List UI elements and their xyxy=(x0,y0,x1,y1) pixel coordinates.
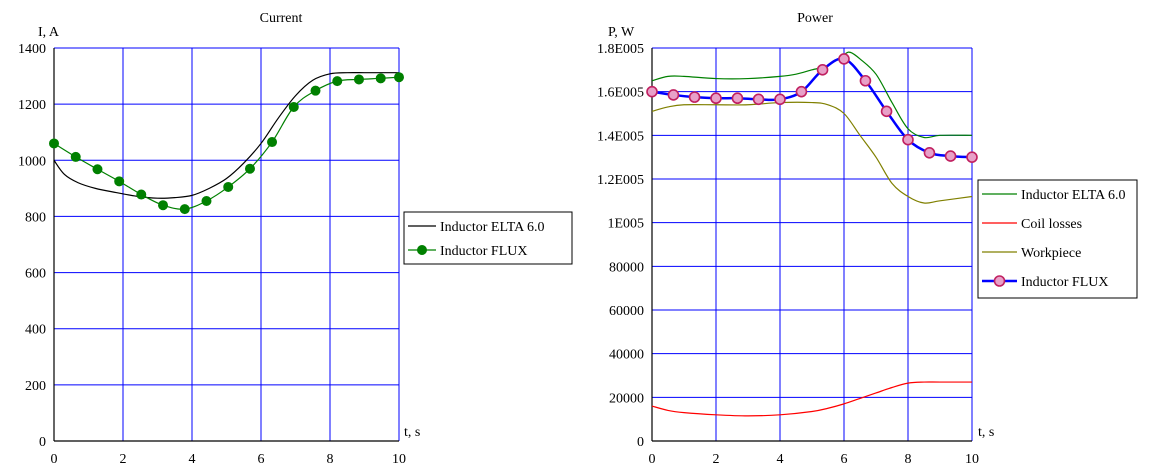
series-line xyxy=(651,381,972,417)
y-tick-label: 200 xyxy=(25,379,46,394)
x-axis-label: t, s xyxy=(978,425,994,440)
data-point xyxy=(838,53,850,65)
legend-label: Coil losses xyxy=(1021,217,1082,232)
x-tick-label: 0 xyxy=(649,452,656,467)
x-tick-label: 0 xyxy=(51,452,58,467)
data-point xyxy=(774,93,786,106)
chart-title: Power xyxy=(797,11,833,26)
series-inductor-elta-6-0 xyxy=(53,72,399,199)
legend-label: Workpiece xyxy=(1021,246,1081,261)
data-point xyxy=(795,85,808,98)
data-point xyxy=(267,137,278,148)
x-tick-label: 10 xyxy=(965,452,979,467)
x-tick-label: 2 xyxy=(120,452,127,467)
x-tick-label: 10 xyxy=(392,452,406,467)
x-tick-label: 8 xyxy=(905,452,912,467)
x-axis-label: t, s xyxy=(404,425,420,440)
data-point xyxy=(375,73,386,84)
data-point xyxy=(923,147,936,159)
series-line xyxy=(651,51,973,139)
y-tick-label: 1E005 xyxy=(607,217,644,232)
y-tick-label: 1200 xyxy=(18,98,46,113)
data-point xyxy=(944,150,957,162)
legend-box xyxy=(403,211,573,265)
chart-title: Current xyxy=(260,11,303,26)
data-point xyxy=(158,200,169,211)
y-tick-label: 1000 xyxy=(18,154,46,169)
data-point xyxy=(179,204,190,215)
y-tick-label: 800 xyxy=(25,210,46,225)
data-point xyxy=(731,92,744,105)
series-line xyxy=(651,57,973,159)
data-point xyxy=(201,195,212,206)
data-point xyxy=(223,181,234,192)
y-tick-label: 1.8E005 xyxy=(597,42,644,57)
x-tick-label: 6 xyxy=(258,452,265,467)
y-tick-label: 1400 xyxy=(18,42,46,57)
data-point xyxy=(667,89,680,101)
y-tick-label: 1.2E005 xyxy=(597,173,644,188)
y-tick-label: 0 xyxy=(39,435,46,450)
data-point xyxy=(816,64,829,76)
data-point xyxy=(394,72,404,83)
data-point xyxy=(92,164,103,175)
series-inductor-flux xyxy=(646,53,978,163)
y-tick-label: 600 xyxy=(25,267,46,282)
data-point xyxy=(752,93,765,106)
data-point xyxy=(70,151,81,162)
y-tick-label: 1.6E005 xyxy=(597,86,644,101)
x-tick-label: 2 xyxy=(713,452,720,467)
series-inductor-flux xyxy=(49,72,404,215)
data-point xyxy=(114,176,125,187)
series-inductor-elta-6-0 xyxy=(651,51,973,139)
x-tick-label: 4 xyxy=(189,452,196,467)
y-tick-label: 1.4E005 xyxy=(597,129,644,144)
series-line xyxy=(53,72,399,199)
series-coil-losses xyxy=(651,381,972,417)
series-line xyxy=(651,101,973,204)
legend-label: Inductor ELTA 6.0 xyxy=(440,220,545,235)
chart-1: 0 20000 40000 60000 80000 1E005 1.2E005 1.4E005… xyxy=(597,11,1138,467)
legend-label: Inductor FLUX xyxy=(1021,275,1109,290)
x-tick-label: 6 xyxy=(841,452,848,467)
data-point xyxy=(353,74,364,85)
legend: Inductor ELTA 6.0 Coil losses Workpiece Ind… xyxy=(977,179,1138,299)
data-point xyxy=(902,133,914,146)
data-point xyxy=(646,85,658,98)
y-tick-label: 60000 xyxy=(609,304,644,319)
y-axis-label: P, W xyxy=(608,25,635,40)
y-axis-label: I, A xyxy=(38,25,60,40)
data-point xyxy=(136,189,147,200)
y-tick-label: 40000 xyxy=(609,348,644,363)
y-tick-label: 20000 xyxy=(609,391,644,406)
x-tick-label: 8 xyxy=(327,452,334,467)
data-point xyxy=(966,151,978,163)
legend-label: Inductor FLUX xyxy=(440,244,528,259)
legend-marker xyxy=(993,275,1006,287)
data-point xyxy=(688,91,701,103)
data-point xyxy=(49,138,59,149)
grid-lines xyxy=(53,47,400,442)
y-tick-label: 0 xyxy=(637,435,644,450)
data-point xyxy=(310,85,321,96)
data-point xyxy=(244,163,255,174)
y-tick-label: 400 xyxy=(25,323,46,338)
data-point xyxy=(288,101,299,112)
legend-label: Inductor ELTA 6.0 xyxy=(1021,188,1126,203)
data-point xyxy=(332,76,343,87)
chart-0: 0 200 400 600 800 1000 1200 1400 0 2 4 6 8 10 Current I… xyxy=(18,11,573,467)
legend: Inductor ELTA 6.0 Inductor FLUX xyxy=(403,211,573,265)
x-tick-label: 4 xyxy=(777,452,784,467)
data-point xyxy=(710,92,722,105)
data-point xyxy=(880,105,893,118)
legend-marker xyxy=(417,245,427,255)
y-tick-label: 80000 xyxy=(609,260,644,275)
data-point xyxy=(859,74,872,87)
series-workpiece xyxy=(651,101,973,204)
